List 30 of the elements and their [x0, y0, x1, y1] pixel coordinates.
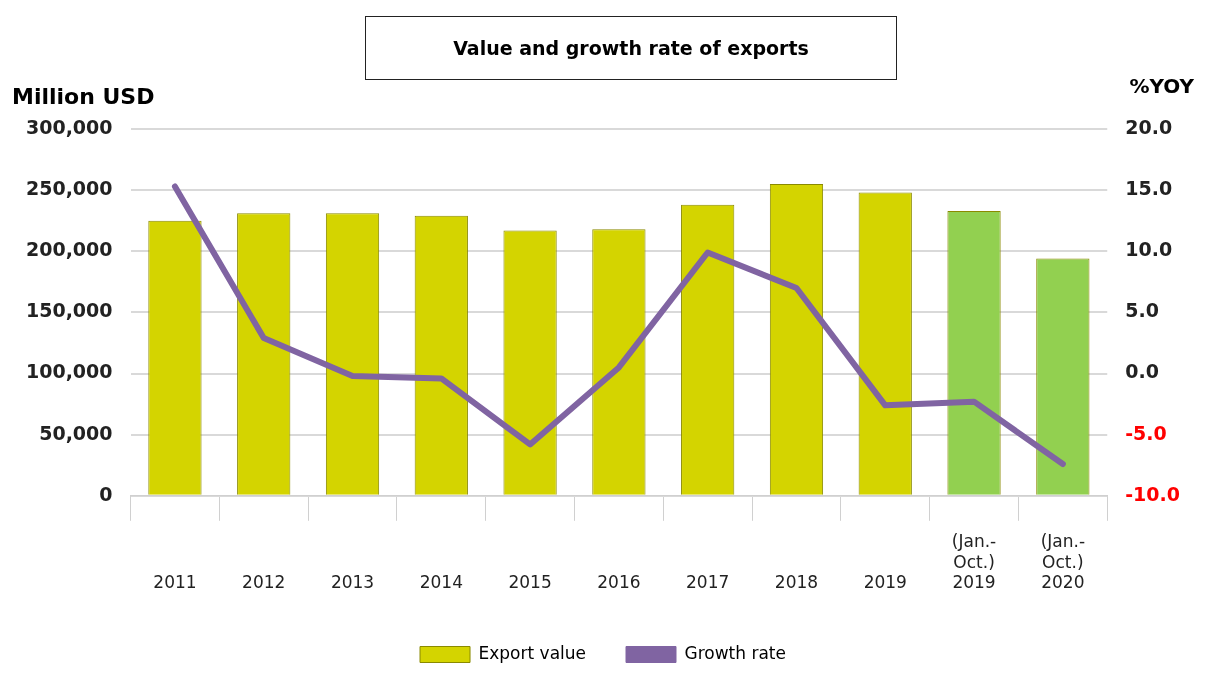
- legend-label: Growth rate: [684, 642, 786, 663]
- x-tick-label: 2011: [153, 572, 197, 593]
- y2-tick-label: 10.0: [1125, 238, 1173, 261]
- x-tick-label: 2019: [863, 572, 907, 593]
- x-tick-label: 2017: [686, 572, 730, 593]
- y-tick-label: 250,000: [25, 177, 113, 200]
- y2-axis-title: %YOY: [1129, 74, 1194, 98]
- y2-tick-label: -5.0: [1125, 421, 1167, 444]
- y-tick-label: 300,000: [25, 115, 113, 138]
- y-tick-label: 150,000: [25, 299, 113, 322]
- y2-tick-label: 15.0: [1125, 177, 1173, 200]
- x-tick-label: 2016: [597, 572, 641, 593]
- y2-tick-label: 20.0: [1125, 115, 1173, 138]
- y2-tick-label: 0.0: [1125, 360, 1159, 383]
- y-axis-title: Million USD: [12, 84, 155, 109]
- y2-tick-label: -10.0: [1125, 482, 1180, 505]
- x-tick-label: 2013: [330, 572, 375, 593]
- y-tick-label: 200,000: [25, 238, 113, 261]
- chart-title: Value and growth rate of exports: [365, 16, 897, 80]
- x-tick-label: 2018: [774, 572, 819, 593]
- x-tick-label: 2012: [242, 572, 286, 593]
- legend-label: Export value: [478, 642, 587, 663]
- x-tick-label: (Jan.- Oct.) 2020: [1040, 531, 1086, 593]
- x-tick-label: 2015: [508, 572, 552, 593]
- y-tick-label: 50,000: [39, 421, 113, 444]
- y2-tick-label: 5.0: [1125, 299, 1159, 322]
- y-tick-label: 100,000: [25, 360, 113, 383]
- x-tick-label: 2014: [419, 572, 463, 593]
- y-tick-label: 0: [99, 482, 113, 505]
- x-tick-label: (Jan.- Oct.) 2019: [951, 531, 997, 593]
